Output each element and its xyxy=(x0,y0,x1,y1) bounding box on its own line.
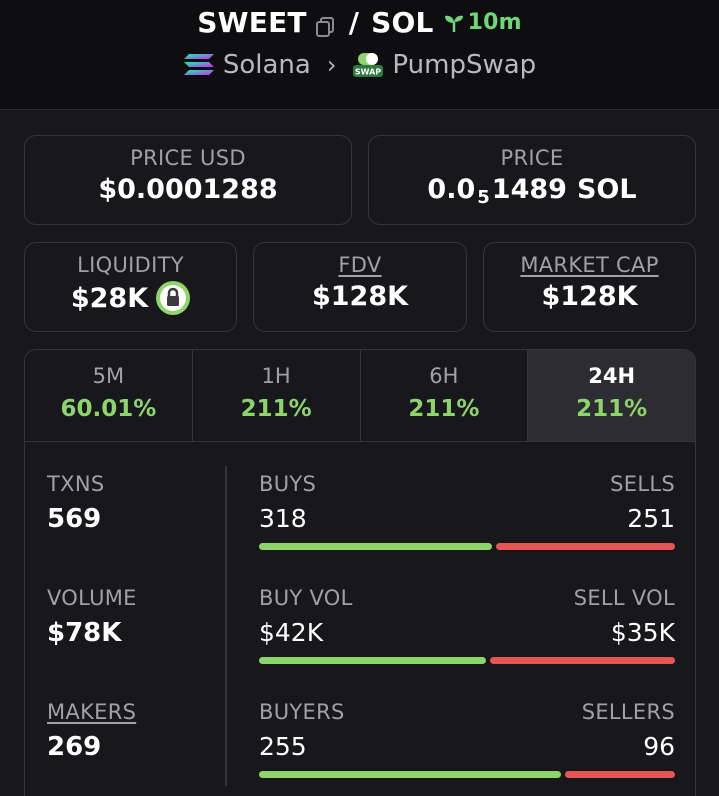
sell-vol-bar-fill xyxy=(489,657,675,664)
sell-vol-label: SELL VOL xyxy=(573,586,675,610)
tab-label: 5M xyxy=(92,364,125,388)
price-native-label: PRICE xyxy=(500,146,564,170)
sells-bar-fill xyxy=(495,543,675,550)
market-cap-value: $128K xyxy=(541,281,638,312)
chain-link[interactable]: Solana xyxy=(222,50,311,80)
chevron-right-icon: › xyxy=(326,51,337,79)
buys-sells-stat: BUYS SELLS 318 251 xyxy=(259,472,675,550)
price-usd-value: $0.0001288 xyxy=(98,174,278,205)
pumpswap-logo-icon: SWAP xyxy=(353,53,384,77)
liquidity-label: LIQUIDITY xyxy=(77,253,184,277)
pair-title: SWEET / SOL 10m xyxy=(0,6,719,39)
price-zero-count: 5 xyxy=(477,187,490,208)
age-text: 10m xyxy=(467,10,522,35)
txns-value: 569 xyxy=(47,504,102,534)
liquidity-value: $28K xyxy=(70,282,149,314)
makers-stat: MAKERS 269 xyxy=(47,700,136,762)
buys-sells-bar xyxy=(259,543,675,550)
price-native-card: PRICE 0.0 5 1489 SOL xyxy=(368,135,696,225)
buy-vol-bar-fill xyxy=(259,657,486,664)
token-symbol: SWEET xyxy=(197,6,307,39)
makers-label[interactable]: MAKERS xyxy=(47,700,137,724)
volume-split-stat: BUY VOL SELL VOL $42K $35K xyxy=(259,586,675,664)
solana-logo-icon xyxy=(183,54,214,75)
pair-breadcrumb: Solana › SWAP PumpSwap xyxy=(0,50,719,80)
pair-header: SWEET / SOL 10m xyxy=(0,0,719,110)
market-cap-card: MARKET CAP $128K xyxy=(483,242,696,332)
sprout-icon xyxy=(444,15,463,32)
txns-label: TXNS xyxy=(47,472,105,496)
buyers-label: BUYERS xyxy=(259,700,345,724)
stats-divider xyxy=(225,466,227,786)
price-usd-card: PRICE USD $0.0001288 xyxy=(24,135,352,225)
tab-change: 211% xyxy=(576,396,648,422)
fdv-label[interactable]: FDV xyxy=(338,253,382,277)
buyers-sellers-bar xyxy=(259,771,675,778)
copy-icon[interactable] xyxy=(315,12,337,37)
tab-24h[interactable]: 24H 211% xyxy=(528,350,695,441)
liquidity-card: LIQUIDITY $28K xyxy=(24,242,237,332)
trade-stats: TXNS 569 VOLUME $78K MAKERS 269 BUYS SEL… xyxy=(25,442,695,796)
tab-5m[interactable]: 5M 60.01% xyxy=(25,350,193,441)
price-usd-label: PRICE USD xyxy=(130,146,246,170)
price-unit: SOL xyxy=(576,174,637,205)
tab-6h[interactable]: 6H 211% xyxy=(361,350,529,441)
sellers-label: SELLERS xyxy=(581,700,675,724)
tab-change: 211% xyxy=(240,396,312,422)
liquidity-row: $28K xyxy=(25,281,236,315)
volume-stat: VOLUME $78K xyxy=(47,586,137,648)
buyers-bar-fill xyxy=(259,771,562,778)
lock-icon[interactable] xyxy=(156,281,191,315)
buys-value: 318 xyxy=(259,504,307,533)
sells-label: SELLS xyxy=(610,472,675,496)
buy-vol-label: BUY VOL xyxy=(259,586,353,610)
svg-text:SWAP: SWAP xyxy=(355,68,381,77)
buyers-value: 255 xyxy=(259,732,307,761)
tab-change: 60.01% xyxy=(60,396,157,422)
volume-value: $78K xyxy=(47,618,122,648)
fdv-value: $128K xyxy=(311,281,409,312)
volume-label: VOLUME xyxy=(47,586,137,610)
tab-1h[interactable]: 1H 211% xyxy=(193,350,361,441)
tab-label: 6H xyxy=(429,364,459,388)
sells-value: 251 xyxy=(627,504,675,533)
quote-symbol: SOL xyxy=(371,6,434,39)
pair-separator: / xyxy=(348,6,360,39)
buys-label: BUYS xyxy=(259,472,317,496)
sell-vol-value: $35K xyxy=(610,618,675,647)
price-native-value: 0.0 5 1489 SOL xyxy=(369,174,695,208)
market-cap-label[interactable]: MARKET CAP xyxy=(520,253,659,277)
timeframe-tabs: 5M 60.01% 1H 211% 6H 211% 24H 211% xyxy=(25,350,695,442)
makers-value: 269 xyxy=(47,732,102,762)
fdv-card: FDV $128K xyxy=(253,242,467,332)
tab-label: 24H xyxy=(588,364,636,388)
txns-stat: TXNS 569 xyxy=(47,472,104,534)
stats-panel: 5M 60.01% 1H 211% 6H 211% 24H 211% TXNS … xyxy=(24,349,696,796)
buy-vol-value: $42K xyxy=(259,618,324,647)
sellers-value: 96 xyxy=(643,732,675,761)
pair-age: 10m xyxy=(444,10,522,35)
dex-link[interactable]: PumpSwap xyxy=(392,50,537,80)
buys-bar-fill xyxy=(259,543,492,550)
buyers-sellers-stat: BUYERS SELLERS 255 96 xyxy=(259,700,675,778)
price-prefix: 0.0 xyxy=(427,174,476,205)
price-digits: 1489 xyxy=(491,174,567,205)
tab-label: 1H xyxy=(261,364,291,388)
tab-change: 211% xyxy=(408,396,480,422)
volume-split-bar xyxy=(259,657,675,664)
sellers-bar-fill xyxy=(565,771,675,778)
